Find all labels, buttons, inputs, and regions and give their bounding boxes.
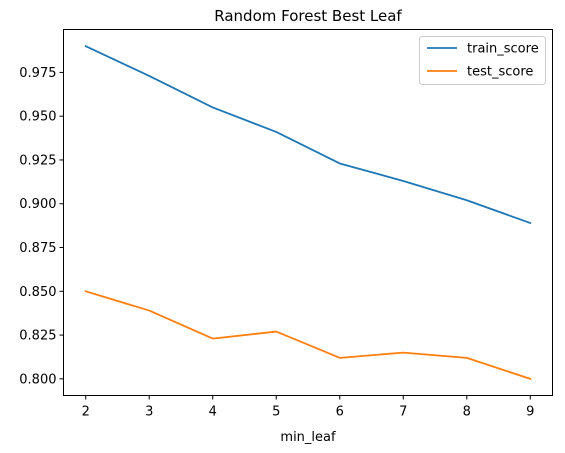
x-tick-label: 8 — [463, 405, 471, 420]
x-axis-label: min_leaf — [280, 430, 336, 445]
plot-frame — [63, 29, 553, 396]
y-tick-label: 0.900 — [19, 197, 56, 212]
x-tick-label: 6 — [336, 405, 344, 420]
y-tick-label: 0.825 — [19, 329, 56, 344]
x-axis: 2 3 4 5 6 7 8 9 — [82, 395, 534, 420]
x-tick-label: 9 — [526, 405, 534, 420]
y-tick-label: 0.800 — [19, 372, 56, 387]
x-tick-label: 5 — [272, 405, 280, 420]
y-tick-label: 0.850 — [19, 285, 56, 300]
chart-title: Random Forest Best Leaf — [214, 7, 402, 25]
y-tick-label: 0.975 — [19, 66, 56, 81]
plot-area — [63, 29, 553, 396]
legend-label-train-score: train_score — [467, 42, 539, 57]
series-line-train-score — [84, 44, 532, 225]
legend-label-test-score: test_score — [467, 65, 533, 80]
series-line-test-score — [84, 290, 532, 380]
x-tick-label: 2 — [82, 405, 90, 420]
y-axis: 0.800 0.825 0.850 0.875 0.900 0.925 0.950 0.975 — [19, 66, 64, 387]
x-tick-label: 7 — [399, 405, 407, 420]
x-tick-label: 3 — [145, 405, 153, 420]
series-lines — [84, 44, 532, 380]
y-tick-label: 0.925 — [19, 153, 56, 168]
y-tick-label: 0.875 — [19, 241, 56, 256]
y-tick-label: 0.950 — [19, 110, 56, 125]
legend: train_score test_score — [419, 36, 546, 85]
x-tick-label: 4 — [209, 405, 217, 420]
